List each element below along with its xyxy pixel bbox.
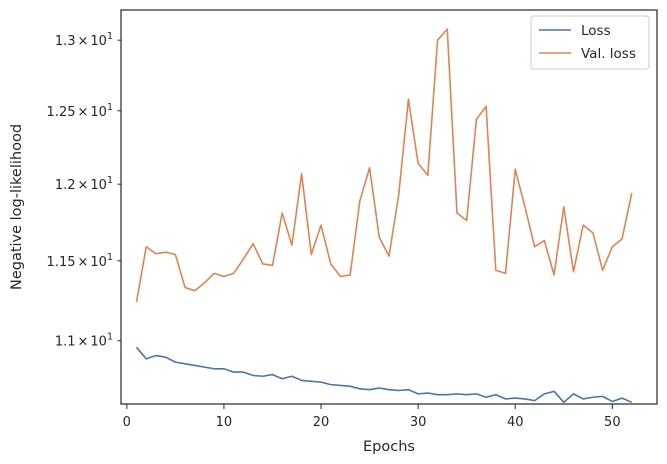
x-tick-label: 30 [410,415,427,430]
plot-lines [135,28,633,404]
x-axis: 0 10 20 30 40 50 [123,404,621,430]
x-tick-label: 40 [507,415,524,430]
legend: Loss Val. loss [530,15,650,70]
y-tick-label: 1.1 × 101 [55,332,113,350]
x-tick-label: 50 [604,415,621,430]
y-tick-label: 1.3 × 101 [55,31,113,49]
y-tick-label: 1.2 × 101 [55,175,113,193]
x-tick-label: 0 [123,415,131,430]
x-tick-label: 20 [313,415,330,430]
x-tick-label: 10 [216,415,233,430]
y-tick-label: 1.25 × 101 [47,102,113,120]
legend-label-loss: Loss [581,23,611,39]
series-line-0 [135,346,633,404]
y-axis-label: Negative log-likelihood [9,124,25,290]
x-axis-label: Epochs [363,439,415,455]
y-axis: 1.1 × 101 1.15 × 101 1.2 × 101 1.25 × 101 1.3 × 101 [47,31,121,350]
plot-frame [120,9,658,405]
series-line-1 [135,28,633,303]
y-tick-label: 1.15 × 101 [47,252,113,270]
legend-label-val-loss: Val. loss [581,46,636,62]
